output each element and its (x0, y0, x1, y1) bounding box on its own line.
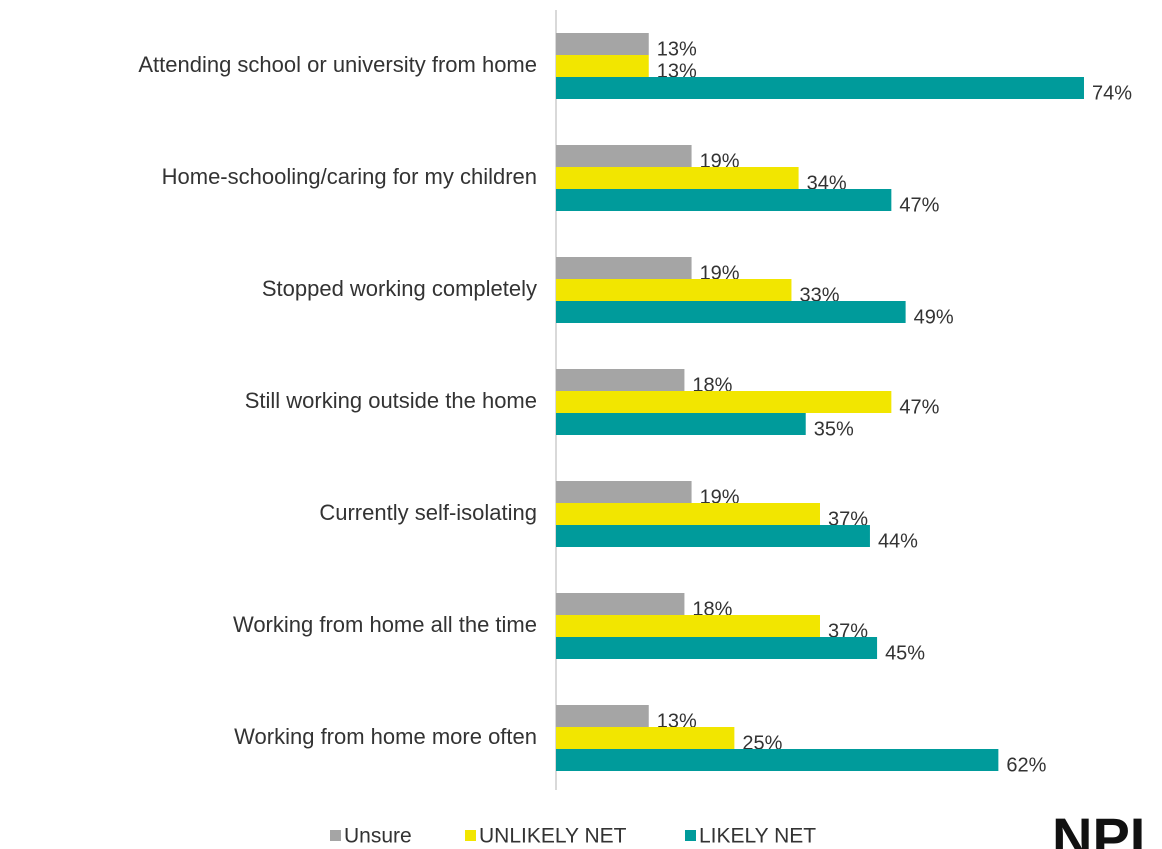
bar (556, 637, 878, 659)
value-label: 19% (700, 486, 740, 508)
value-label: 74% (1092, 82, 1132, 104)
bar (556, 705, 649, 727)
value-label: 37% (828, 508, 868, 530)
value-label: 18% (692, 598, 732, 620)
value-label: 33% (799, 284, 839, 306)
category-label: Stopped working completely (262, 276, 537, 301)
bar (556, 33, 649, 55)
category-label: Home-schooling/caring for my children (162, 164, 537, 189)
bar (556, 481, 692, 503)
value-label: 47% (899, 396, 939, 418)
bar (556, 167, 799, 189)
bar (556, 503, 820, 525)
bar (556, 257, 692, 279)
category-label: Still working outside the home (245, 388, 537, 413)
bar (556, 413, 806, 435)
value-label: 13% (657, 38, 697, 60)
bar (556, 301, 906, 323)
bar (556, 55, 649, 77)
category-label: Attending school or university from home (138, 52, 537, 77)
bar (556, 525, 870, 547)
category-label: Currently self-isolating (319, 500, 537, 525)
bar (556, 615, 820, 637)
bar (556, 145, 692, 167)
value-label: 34% (807, 172, 847, 194)
legend-swatch (685, 830, 696, 841)
value-label: 62% (1006, 754, 1046, 776)
value-label: 19% (700, 150, 740, 172)
legend-label: Unsure (344, 825, 412, 848)
value-label: 45% (885, 642, 925, 664)
value-label: 44% (878, 530, 918, 552)
bar (556, 749, 999, 771)
value-label: 47% (899, 194, 939, 216)
bar (556, 391, 892, 413)
value-label: 37% (828, 620, 868, 642)
bar (556, 727, 735, 749)
value-label: 13% (657, 710, 697, 732)
value-label: 18% (692, 374, 732, 396)
bar (556, 77, 1084, 99)
value-label: 35% (814, 418, 854, 440)
value-label: 13% (657, 60, 697, 82)
legend-label: UNLIKELY NET (479, 825, 627, 848)
bar (556, 369, 685, 391)
bar (556, 279, 792, 301)
bar (556, 189, 892, 211)
category-label: Working from home more often (234, 724, 537, 749)
legend-swatch (330, 830, 341, 841)
value-label: 49% (914, 306, 954, 328)
bar (556, 593, 685, 615)
category-label: Working from home all the time (233, 612, 537, 637)
logo: NPI (1052, 806, 1145, 849)
legend-label: LIKELY NET (699, 825, 816, 848)
value-label: 19% (700, 262, 740, 284)
legend-swatch (465, 830, 476, 841)
value-label: 25% (742, 732, 782, 754)
